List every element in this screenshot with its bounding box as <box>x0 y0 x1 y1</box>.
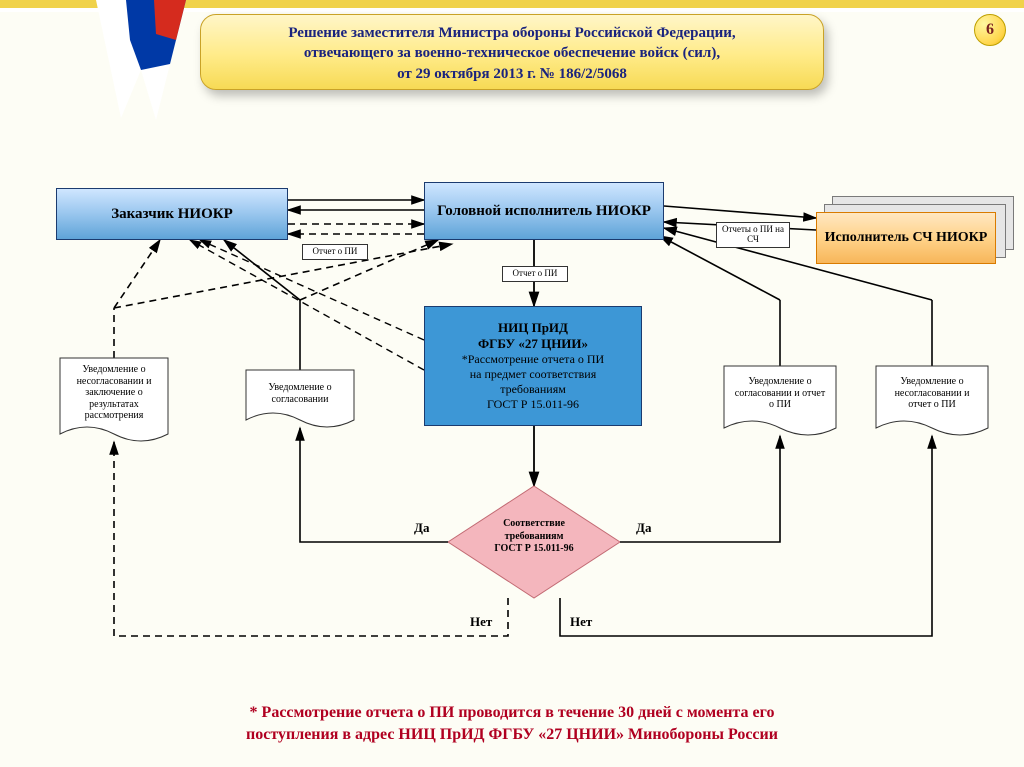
footnote: * Рассмотрение отчета о ПИ проводится в … <box>0 702 1024 745</box>
diamond-text: Соответствие требованиям ГОСТ Р 15.011-9… <box>468 518 600 556</box>
doc-3: Уведомление осогласовании и отчето ПИ <box>724 370 836 436</box>
lbl-yes-right: Да <box>636 520 651 536</box>
doc-2: Уведомление осогласовании <box>246 376 354 428</box>
node-head-executor: Головной исполнитель НИОКР <box>424 182 664 240</box>
lbl-no-left: Нет <box>470 614 492 630</box>
mini-report-sch: Отчеты о ПИ на СЧ <box>716 222 790 248</box>
lbl-yes-left: Да <box>414 520 429 536</box>
node-customer: Заказчик НИОКР <box>56 188 288 240</box>
doc-1: Уведомление онесогласовании и заключение… <box>60 358 168 442</box>
mini-report-2: Отчет о ПИ <box>502 266 568 282</box>
doc-4: Уведомление онесогласовании иотчет о ПИ <box>876 370 988 436</box>
mini-report-1: Отчет о ПИ <box>302 244 368 260</box>
slide-stage: Решение заместителя Министра обороны Рос… <box>0 0 1024 767</box>
node-sub-executor: Исполнитель СЧ НИОКР <box>816 212 996 264</box>
node-review-center: НИЦ ПрИД ФГБУ «27 ЦНИИ» *Рассмотрение от… <box>424 306 642 426</box>
lbl-no-right: Нет <box>570 614 592 630</box>
